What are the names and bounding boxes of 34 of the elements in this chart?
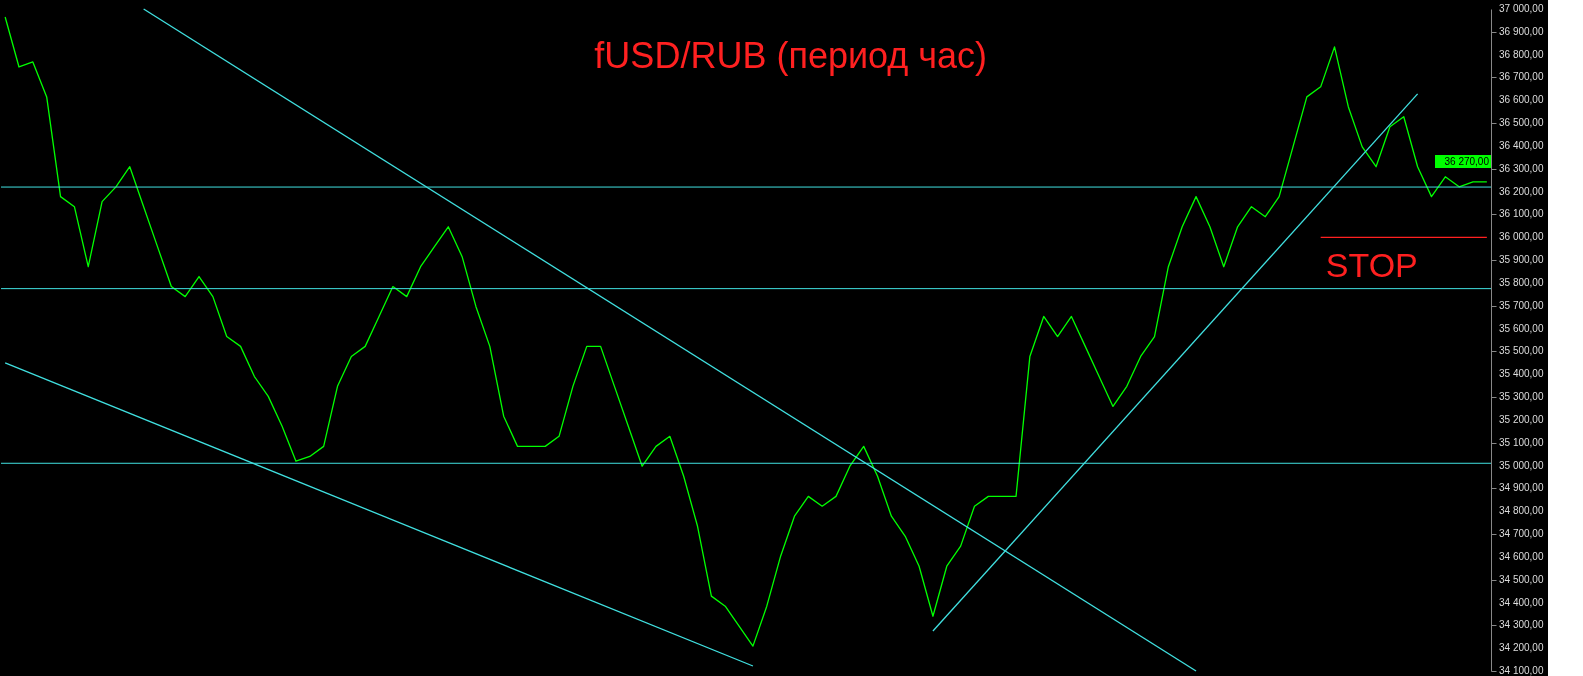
y-tick-label: 36 800,00 — [1499, 48, 1544, 60]
y-tick-label: 36 000,00 — [1499, 231, 1544, 243]
y-tick-label: 34 700,00 — [1499, 528, 1544, 540]
y-tick-label: 36 400,00 — [1499, 139, 1544, 151]
y-tick-label: 36 500,00 — [1499, 117, 1544, 129]
y-tick-label: 35 100,00 — [1499, 436, 1544, 448]
y-tick-label: 36 600,00 — [1499, 94, 1544, 106]
text: fUSD/RUB (период час) — [594, 35, 988, 76]
y-tick-label: 34 100,00 — [1499, 665, 1544, 676]
y-tick-label: 34 300,00 — [1499, 619, 1544, 631]
y-tick-label: 36 100,00 — [1499, 208, 1544, 220]
y-tick-label: 35 200,00 — [1499, 413, 1544, 425]
y-tick-label: 37 000,00 — [1499, 3, 1544, 14]
y-tick-label: 36 900,00 — [1499, 25, 1544, 37]
y-tick-label: 35 800,00 — [1499, 276, 1544, 288]
y-tick-label: 35 400,00 — [1499, 368, 1544, 380]
y-tick-label: 35 900,00 — [1499, 254, 1544, 266]
y-tick-label: 36 300,00 — [1499, 162, 1544, 174]
annotation: STOP — [1325, 246, 1418, 284]
y-tick-label: 35 000,00 — [1499, 459, 1544, 471]
y-tick-label: 36 700,00 — [1499, 71, 1544, 83]
line-series — [4, 16, 1488, 647]
y-tick-label: 35 300,00 — [1499, 391, 1544, 403]
annotation: 36 270,00 — [1444, 155, 1490, 167]
y-tick-label: 36 200,00 — [1499, 185, 1544, 197]
y-tick-label: 34 400,00 — [1499, 596, 1544, 608]
y-tick-label: 34 800,00 — [1499, 505, 1544, 517]
y-tick-label: 35 700,00 — [1499, 299, 1544, 311]
y-tick-label: 35 600,00 — [1499, 322, 1544, 334]
y-tick-label: 34 200,00 — [1499, 642, 1544, 654]
y-tick-label: 35 500,00 — [1499, 345, 1544, 357]
y-tick-label: 34 500,00 — [1499, 573, 1544, 585]
y-tick-label: 34 600,00 — [1499, 550, 1544, 562]
y-tick-label: 34 900,00 — [1499, 482, 1544, 494]
